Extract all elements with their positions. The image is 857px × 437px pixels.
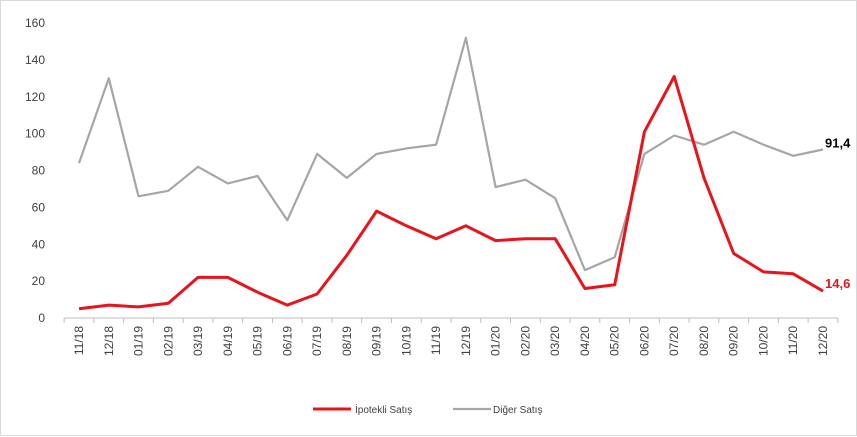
x-tick-label: 03/19	[191, 326, 205, 356]
end-value-label: 91,4	[825, 135, 851, 150]
series-line-diger	[79, 38, 823, 270]
y-tick-label: 0	[38, 311, 45, 325]
x-tick-label: 08/20	[697, 326, 711, 356]
x-tick-label: 05/19	[251, 326, 265, 356]
x-tick-label: 01/20	[489, 326, 503, 356]
legend-label: İpotekli Satış	[355, 403, 412, 416]
x-tick-label: 02/19	[161, 326, 175, 356]
x-tick-label: 08/19	[340, 326, 354, 356]
x-tick-label: 11/20	[786, 326, 800, 355]
x-axis: 11/18 12/18 01/19 02/19 03/19 04/19 05/19 06/19…	[64, 318, 838, 356]
x-tick-label: 12/20	[816, 326, 830, 356]
end-value-label: 14,6	[825, 276, 850, 291]
x-tick-label: 12/18	[102, 326, 116, 356]
x-tick-label: 11/19	[429, 326, 443, 355]
y-tick-label: 120	[25, 90, 45, 104]
end-labels: 14,6 91,4	[825, 135, 851, 291]
series-lines	[79, 38, 823, 309]
y-axis: 0 20 40 60 80 100 120 140 160	[25, 16, 45, 325]
x-tick-label: 05/20	[608, 326, 622, 356]
legend: İpotekli Satış Diğer Satış	[313, 403, 542, 416]
x-tick-label: 11/18	[72, 326, 86, 355]
y-tick-label: 140	[25, 53, 45, 67]
y-tick-label: 60	[32, 200, 46, 214]
x-tick-label: 12/19	[459, 326, 473, 356]
y-tick-label: 80	[32, 164, 46, 178]
x-tick-label: 09/19	[370, 326, 384, 356]
y-tick-label: 100	[25, 127, 45, 141]
x-tick-label: 01/19	[132, 326, 146, 356]
y-tick-label: 40	[32, 237, 46, 251]
x-tick-label: 07/20	[667, 326, 681, 356]
x-tick-label: 10/20	[756, 326, 770, 356]
x-tick-label: 03/20	[548, 326, 562, 356]
x-tick-label: 02/20	[518, 326, 532, 356]
y-tick-label: 20	[32, 274, 46, 288]
x-tick-label: 09/20	[727, 326, 741, 356]
x-tick-label: 06/19	[280, 326, 294, 356]
x-tick-label: 06/20	[637, 326, 651, 356]
series-line-ipotekli	[79, 77, 823, 309]
x-tick-label: 07/19	[310, 326, 324, 356]
x-tick-label: 10/19	[399, 326, 413, 356]
x-tick-label: 04/20	[578, 326, 592, 356]
y-tick-label: 160	[25, 16, 45, 30]
x-tick-label: 04/19	[221, 326, 235, 356]
legend-label: Diğer Satış	[493, 405, 542, 416]
